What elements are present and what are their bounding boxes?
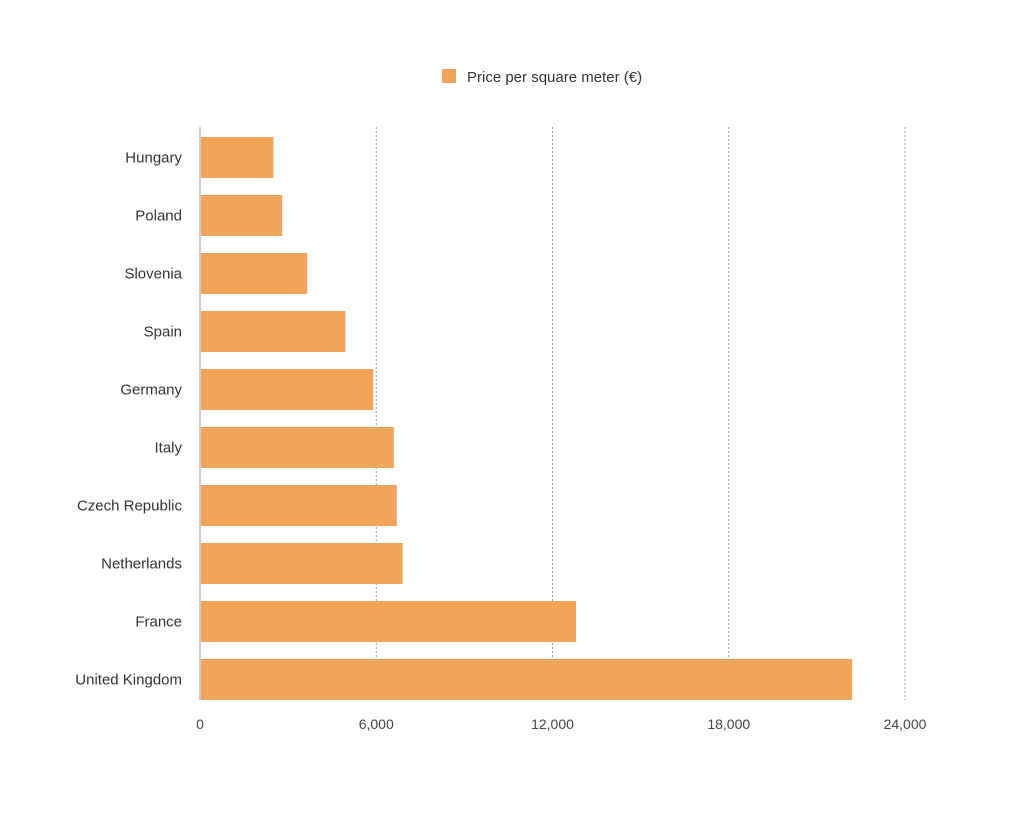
x-tick-label: 12,000 [531, 716, 574, 732]
bar [201, 369, 374, 410]
category-label: Spain [144, 324, 182, 341]
bar [201, 195, 283, 236]
bar [201, 311, 346, 352]
bar [201, 253, 308, 294]
legend-swatch [442, 69, 456, 83]
category-label: Czech Republic [77, 498, 183, 515]
x-tick-label: 0 [196, 716, 204, 732]
x-tick-label: 6,000 [359, 716, 394, 732]
category-label: Italy [154, 440, 182, 457]
bar [201, 543, 403, 584]
bar [201, 659, 853, 700]
category-label: Germany [120, 382, 182, 399]
legend-label: Price per square meter (€) [467, 69, 642, 86]
category-label: Hungary [125, 150, 182, 167]
category-label: Poland [135, 208, 182, 225]
bar [201, 485, 397, 526]
bar [201, 137, 274, 178]
legend: Price per square meter (€) [442, 69, 642, 86]
category-label: United Kingdom [75, 672, 182, 689]
category-label: France [135, 614, 182, 631]
category-label: Netherlands [101, 556, 182, 573]
category-labels: Hungary Poland Slovenia Spain Germany Italy Cz… [75, 150, 182, 689]
x-tick-label: 18,000 [707, 716, 750, 732]
x-tick-label: 24,000 [884, 716, 927, 732]
bars [201, 137, 853, 700]
category-label: Slovenia [124, 266, 182, 283]
x-axis-tick-labels: 0 6,000 12,000 18,000 24,000 [196, 716, 927, 732]
bar [201, 427, 394, 468]
bar [201, 601, 576, 642]
